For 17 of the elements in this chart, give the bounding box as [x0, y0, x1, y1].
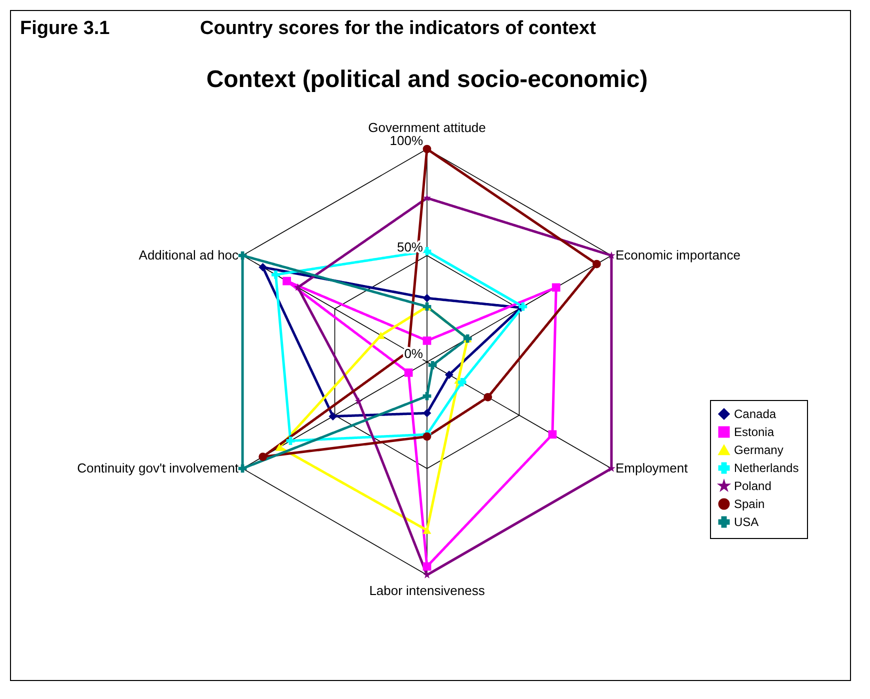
legend-label: Canada	[734, 407, 776, 421]
spoke-label: Additional ad hoc	[138, 248, 240, 262]
spoke-label: Government attitude	[368, 120, 486, 135]
spoke-label: Continuity gov't involvement	[77, 460, 239, 476]
legend-label: Netherlands	[734, 461, 799, 475]
chart-title: Context (political and socio-economic)	[206, 66, 648, 93]
caption: Figure 3.1	[20, 18, 110, 39]
legend-label: USA	[734, 515, 759, 529]
spoke-label: Economic importance	[615, 248, 740, 262]
legend-label: Spain	[734, 497, 765, 511]
spoke-label: Employment	[615, 460, 688, 476]
legend-label: Estonia	[734, 425, 774, 439]
y-tick-label: 100%	[390, 133, 424, 148]
legend-label: Germany	[734, 443, 784, 457]
legend-label: Poland	[734, 479, 772, 493]
spoke-label: Labor intensiveness	[369, 583, 486, 598]
text: Country scores for the indicators of context	[200, 18, 597, 39]
